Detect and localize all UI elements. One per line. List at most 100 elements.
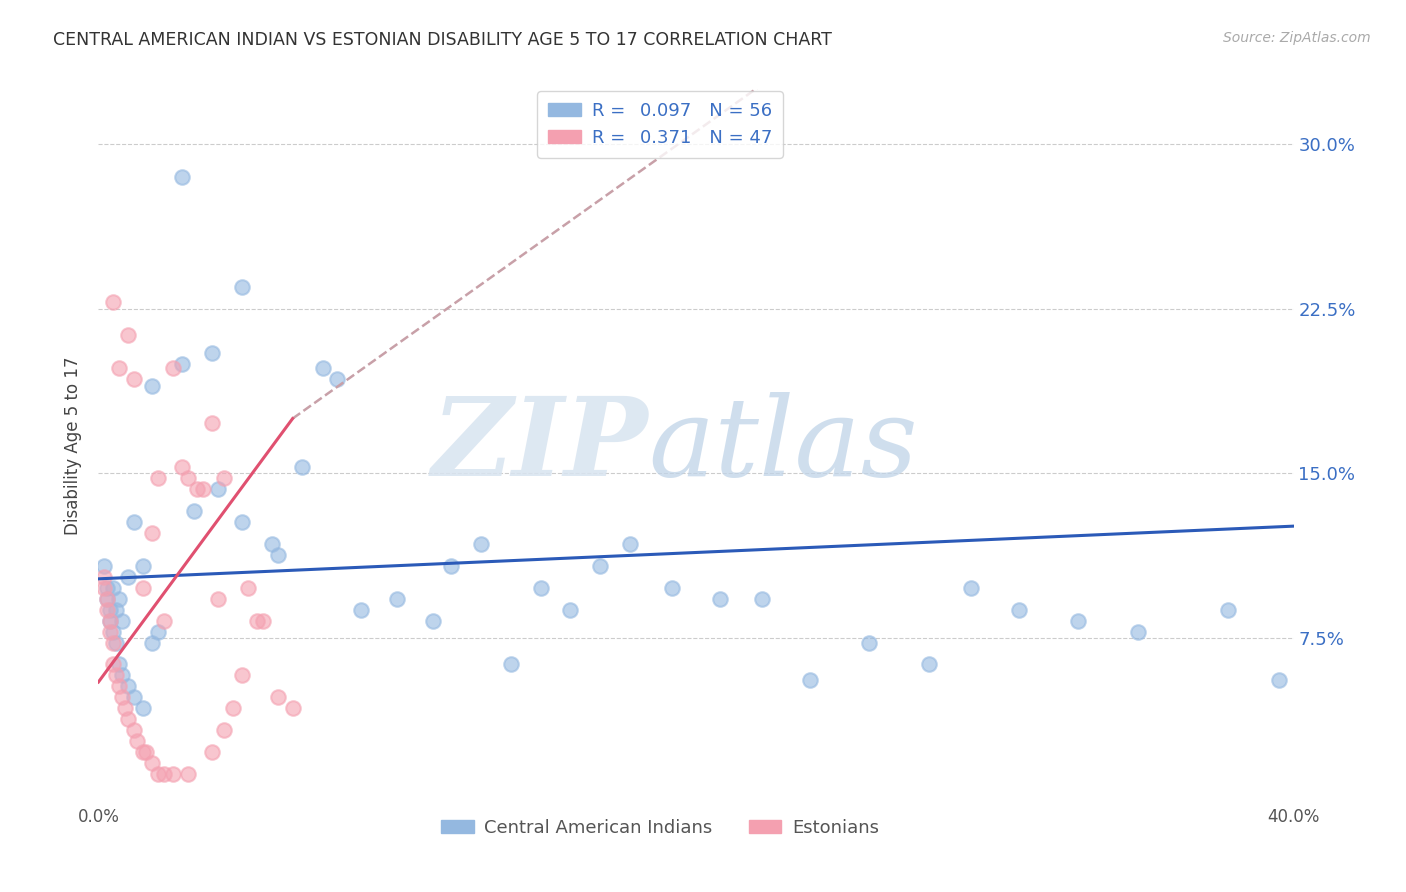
Point — [141, 635, 163, 649]
Point — [111, 668, 134, 682]
Point — [153, 767, 176, 781]
Point — [103, 581, 125, 595]
Point — [661, 581, 683, 595]
Point — [98, 614, 122, 628]
Point — [162, 767, 184, 781]
Point — [132, 701, 155, 715]
Point — [148, 624, 170, 639]
Point — [132, 581, 155, 595]
Point — [96, 591, 118, 606]
Point — [172, 459, 194, 474]
Point — [231, 668, 253, 682]
Point — [709, 591, 731, 606]
Point — [1067, 614, 1090, 628]
Point — [124, 690, 146, 705]
Point — [470, 537, 492, 551]
Point — [96, 602, 118, 616]
Point — [385, 591, 409, 606]
Point — [751, 591, 773, 606]
Point — [103, 295, 125, 310]
Text: CENTRAL AMERICAN INDIAN VS ESTONIAN DISABILITY AGE 5 TO 17 CORRELATION CHART: CENTRAL AMERICAN INDIAN VS ESTONIAN DISA… — [53, 31, 832, 49]
Point — [177, 471, 200, 485]
Point — [124, 515, 146, 529]
Point — [201, 745, 224, 759]
Point — [560, 602, 582, 616]
Point — [311, 361, 333, 376]
Point — [148, 471, 170, 485]
Point — [148, 767, 170, 781]
Point — [105, 668, 128, 682]
Point — [96, 581, 118, 595]
Point — [326, 372, 349, 386]
Point — [132, 558, 155, 573]
Point — [124, 372, 146, 386]
Point — [799, 673, 821, 687]
Point — [93, 581, 115, 595]
Point — [1128, 624, 1150, 639]
Point — [236, 581, 259, 595]
Point — [252, 614, 274, 628]
Point — [103, 624, 125, 639]
Point — [135, 745, 157, 759]
Point — [918, 657, 941, 672]
Legend: Central American Indians, Estonians: Central American Indians, Estonians — [434, 812, 886, 844]
Point — [530, 581, 553, 595]
Text: Source: ZipAtlas.com: Source: ZipAtlas.com — [1223, 31, 1371, 45]
Point — [108, 591, 131, 606]
Point — [1008, 602, 1031, 616]
Point — [153, 614, 176, 628]
Point — [201, 345, 224, 359]
Point — [183, 504, 205, 518]
Point — [141, 378, 163, 392]
Point — [207, 482, 229, 496]
Point — [212, 471, 235, 485]
Point — [350, 602, 373, 616]
Point — [172, 357, 194, 371]
Point — [231, 280, 253, 294]
Point — [186, 482, 208, 496]
Point — [117, 328, 139, 343]
Point — [1216, 602, 1239, 616]
Point — [246, 614, 269, 628]
Point — [117, 569, 139, 583]
Point — [98, 602, 122, 616]
Point — [111, 690, 134, 705]
Point — [141, 756, 163, 771]
Point — [105, 635, 128, 649]
Point — [858, 635, 880, 649]
Point — [260, 537, 283, 551]
Point — [207, 591, 229, 606]
Point — [111, 614, 134, 628]
Point — [440, 558, 463, 573]
Point — [162, 361, 184, 376]
Point — [291, 459, 314, 474]
Point — [172, 169, 194, 184]
Point — [619, 537, 641, 551]
Point — [93, 569, 115, 583]
Point — [96, 591, 118, 606]
Point — [201, 416, 224, 430]
Point — [103, 635, 125, 649]
Point — [132, 745, 155, 759]
Point — [589, 558, 612, 573]
Point — [141, 525, 163, 540]
Point — [124, 723, 146, 738]
Point — [117, 680, 139, 694]
Point — [98, 624, 122, 639]
Point — [422, 614, 444, 628]
Point — [93, 558, 115, 573]
Point — [231, 515, 253, 529]
Text: ZIP: ZIP — [432, 392, 648, 500]
Point — [191, 482, 214, 496]
Point — [281, 701, 304, 715]
Point — [212, 723, 235, 738]
Y-axis label: Disability Age 5 to 17: Disability Age 5 to 17 — [65, 357, 83, 535]
Text: atlas: atlas — [648, 392, 918, 500]
Point — [108, 657, 131, 672]
Point — [103, 657, 125, 672]
Point — [499, 657, 522, 672]
Point — [108, 680, 131, 694]
Point — [177, 767, 200, 781]
Point — [117, 712, 139, 726]
Point — [127, 734, 149, 748]
